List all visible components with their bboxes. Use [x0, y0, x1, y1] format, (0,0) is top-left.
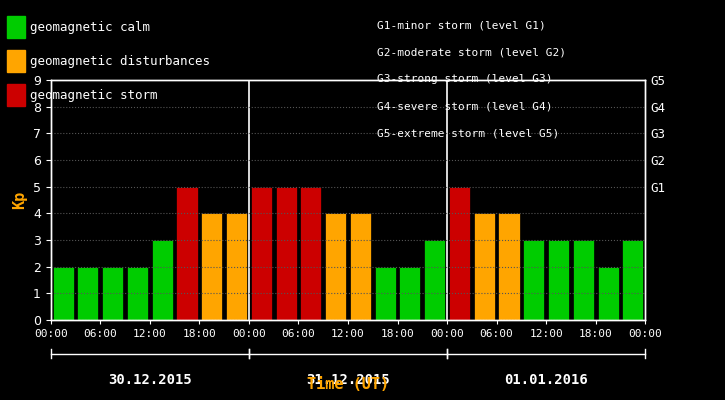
Bar — [523, 240, 544, 320]
Bar — [573, 240, 594, 320]
Bar — [53, 267, 74, 320]
Bar — [251, 187, 272, 320]
Text: geomagnetic storm: geomagnetic storm — [30, 89, 158, 102]
Bar — [276, 187, 297, 320]
Text: Time (UT): Time (UT) — [307, 377, 389, 392]
Bar — [548, 240, 569, 320]
Bar — [226, 213, 247, 320]
Text: 30.12.2015: 30.12.2015 — [108, 373, 191, 387]
Text: G1-minor storm (level G1): G1-minor storm (level G1) — [377, 20, 546, 30]
Bar — [102, 267, 123, 320]
Text: 01.01.2016: 01.01.2016 — [505, 373, 588, 387]
Bar — [152, 240, 173, 320]
Bar — [449, 187, 470, 320]
Bar — [622, 240, 643, 320]
Text: geomagnetic disturbances: geomagnetic disturbances — [30, 55, 210, 68]
Text: G2-moderate storm (level G2): G2-moderate storm (level G2) — [377, 47, 566, 57]
Bar — [350, 213, 371, 320]
Bar — [78, 267, 99, 320]
Bar — [127, 267, 148, 320]
Bar — [202, 213, 223, 320]
Text: G3-strong storm (level G3): G3-strong storm (level G3) — [377, 74, 552, 84]
Bar — [300, 187, 321, 320]
Bar — [473, 213, 494, 320]
Text: geomagnetic calm: geomagnetic calm — [30, 21, 151, 34]
Bar — [375, 267, 396, 320]
Y-axis label: Kp: Kp — [12, 191, 28, 209]
Bar — [424, 240, 445, 320]
Bar — [325, 213, 346, 320]
Bar — [176, 187, 197, 320]
Text: G4-severe storm (level G4): G4-severe storm (level G4) — [377, 102, 552, 112]
Text: 31.12.2015: 31.12.2015 — [306, 373, 390, 387]
Bar — [499, 213, 520, 320]
Text: G5-extreme storm (level G5): G5-extreme storm (level G5) — [377, 129, 559, 139]
Bar — [597, 267, 618, 320]
Bar — [399, 267, 420, 320]
